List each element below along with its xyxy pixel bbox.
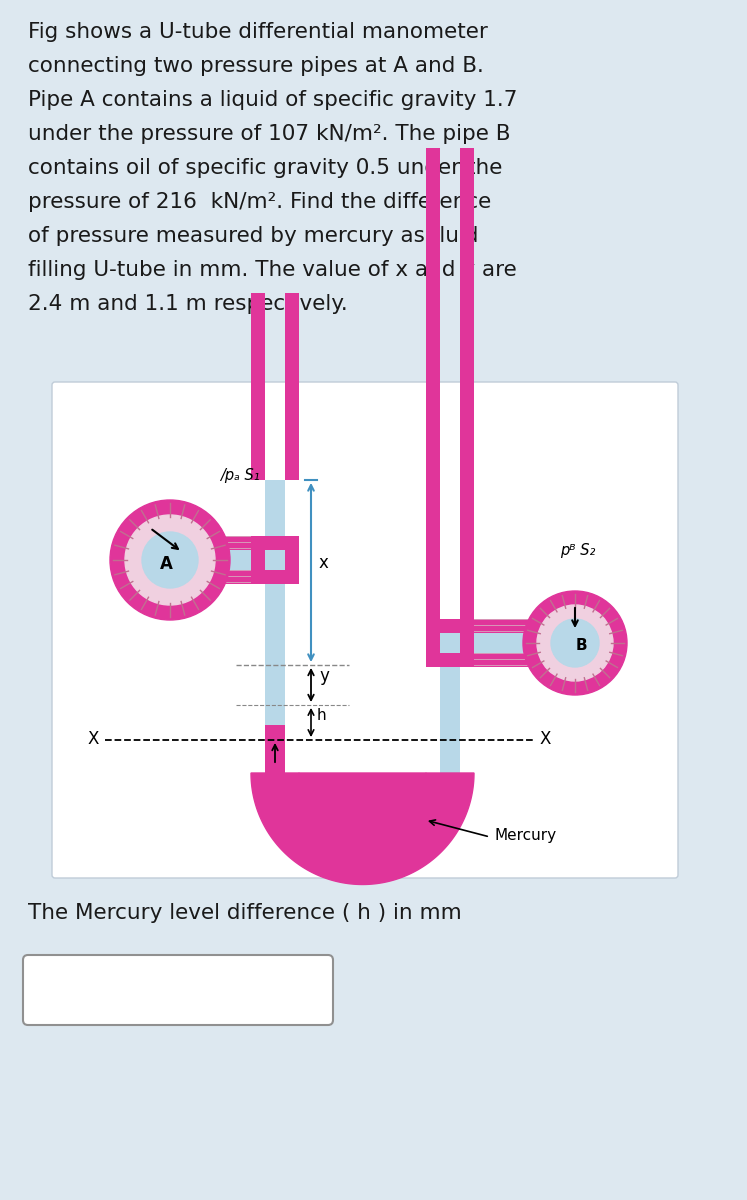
Bar — [170, 550, 285, 570]
Text: /pₐ S₁: /pₐ S₁ — [220, 468, 260, 482]
Bar — [460, 619, 575, 634]
Text: filling U-tube in mm. The value of x and y are: filling U-tube in mm. The value of x and… — [28, 260, 517, 280]
Text: 2.4 m and 1.1 m respectively.: 2.4 m and 1.1 m respectively. — [28, 294, 348, 314]
Text: A: A — [160, 554, 173, 572]
Circle shape — [125, 515, 215, 605]
Bar — [265, 550, 285, 570]
Polygon shape — [251, 773, 474, 884]
Text: under the pressure of 107 kN/m². The pipe B: under the pressure of 107 kN/m². The pip… — [28, 124, 510, 144]
Text: contains oil of specific gravity 0.5 under the: contains oil of specific gravity 0.5 und… — [28, 158, 503, 178]
Text: x: x — [319, 553, 329, 571]
Bar — [426, 148, 440, 625]
Bar — [265, 480, 285, 725]
Bar — [426, 619, 474, 667]
Bar — [285, 293, 299, 480]
Bar — [460, 634, 575, 653]
Text: pressure of 216  kN/m². Find the difference: pressure of 216 kN/m². Find the differen… — [28, 192, 492, 212]
Bar — [460, 653, 575, 667]
Text: X: X — [540, 730, 551, 748]
Bar — [170, 536, 285, 550]
Bar — [170, 570, 285, 584]
Bar — [265, 725, 285, 773]
Text: of pressure measured by mercury as fluid: of pressure measured by mercury as fluid — [28, 226, 479, 246]
Circle shape — [110, 500, 230, 620]
Circle shape — [142, 532, 198, 588]
Circle shape — [537, 605, 613, 680]
Circle shape — [551, 619, 599, 667]
FancyBboxPatch shape — [23, 955, 333, 1025]
Bar — [440, 634, 460, 653]
Text: connecting two pressure pipes at A and B.: connecting two pressure pipes at A and B… — [28, 56, 484, 76]
Text: Fig shows a U-tube differential manometer: Fig shows a U-tube differential manomete… — [28, 22, 488, 42]
Text: The Mercury level difference ( h ) in mm: The Mercury level difference ( h ) in mm — [28, 902, 462, 923]
Text: h: h — [317, 708, 326, 724]
Text: pᴮ S₂: pᴮ S₂ — [560, 542, 595, 558]
Text: y: y — [319, 667, 329, 685]
Text: X: X — [87, 730, 99, 748]
Bar — [460, 148, 474, 625]
Text: B: B — [575, 637, 587, 653]
Bar — [440, 625, 460, 773]
Bar — [251, 293, 265, 480]
Text: Pipe A contains a liquid of specific gravity 1.7: Pipe A contains a liquid of specific gra… — [28, 90, 518, 110]
Circle shape — [523, 590, 627, 695]
Polygon shape — [299, 773, 426, 836]
FancyBboxPatch shape — [52, 382, 678, 878]
Text: Mercury: Mercury — [495, 828, 557, 842]
Bar — [251, 536, 299, 584]
